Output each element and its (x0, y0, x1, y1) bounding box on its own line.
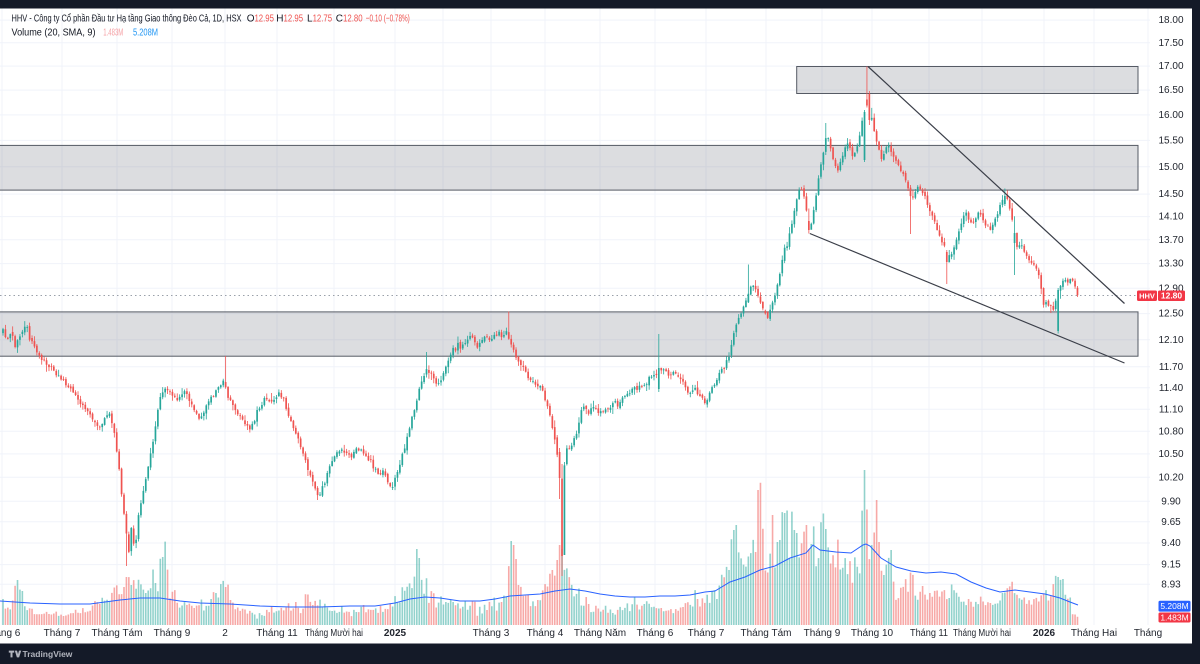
svg-text:Tháng Mười hai: Tháng Mười hai (305, 628, 363, 639)
svg-text:16.00: 16.00 (1158, 110, 1183, 121)
svg-text:TradingView: TradingView (23, 649, 73, 659)
svg-text:11.40: 11.40 (1159, 383, 1184, 394)
svg-text:Tháng: Tháng (1134, 628, 1162, 639)
svg-text:Tháng 11: Tháng 11 (910, 628, 948, 639)
svg-text:9.40: 9.40 (1161, 538, 1181, 549)
svg-text:12.50: 12.50 (1158, 309, 1183, 320)
svg-text:15.00: 15.00 (1158, 162, 1183, 173)
svg-text:Tháng 4: Tháng 4 (527, 628, 564, 639)
svg-text:12.90: 12.90 (1158, 283, 1183, 294)
svg-text:9.90: 9.90 (1161, 496, 1181, 507)
svg-text:Volume (20, SMA, 9): Volume (20, SMA, 9) (12, 28, 96, 39)
svg-text:Tháng Tám: Tháng Tám (92, 628, 143, 639)
svg-text:Tháng 3: Tháng 3 (473, 628, 510, 639)
svg-text:Tháng Hai: Tháng Hai (1071, 628, 1117, 639)
svg-text:Tháng 9: Tháng 9 (154, 628, 191, 639)
svg-text:Tháng 10: Tháng 10 (851, 628, 894, 639)
svg-text:HHV: HHV (1139, 291, 1155, 300)
svg-text:Tháng Mười hai: Tháng Mười hai (953, 628, 1011, 639)
svg-text:Tháng 11: Tháng 11 (256, 628, 298, 639)
svg-text:12.10: 12.10 (1158, 335, 1183, 346)
svg-text:Tháng 7: Tháng 7 (688, 628, 725, 639)
svg-text:2025: 2025 (384, 628, 407, 639)
svg-text:14.10: 14.10 (1158, 212, 1183, 223)
svg-text:1.483M: 1.483M (103, 28, 123, 39)
svg-text:17.50: 17.50 (1158, 38, 1183, 49)
svg-text:5.208M: 5.208M (133, 28, 158, 39)
svg-text:2026: 2026 (1033, 628, 1056, 639)
svg-text:2: 2 (222, 628, 228, 639)
svg-text:9.15: 9.15 (1161, 560, 1181, 571)
svg-text:13.70: 13.70 (1158, 235, 1183, 246)
svg-text:18.00: 18.00 (1158, 15, 1183, 26)
svg-text:9.65: 9.65 (1161, 517, 1181, 528)
svg-text:8.93: 8.93 (1161, 579, 1181, 590)
svg-text:11.10: 11.10 (1159, 404, 1184, 415)
svg-text:14.50: 14.50 (1158, 189, 1183, 200)
svg-text:Tháng 9: Tháng 9 (804, 628, 841, 639)
svg-text:Tháng Năm: Tháng Năm (574, 628, 626, 639)
svg-text:10.50: 10.50 (1158, 449, 1183, 460)
svg-text:10.20: 10.20 (1158, 472, 1183, 483)
svg-text:1.483M: 1.483M (1160, 612, 1188, 622)
svg-text:16.50: 16.50 (1158, 85, 1183, 96)
svg-text:Tháng 6: Tháng 6 (0, 628, 21, 639)
svg-text:13.30: 13.30 (1158, 259, 1183, 270)
svg-text:11.70: 11.70 (1159, 362, 1184, 373)
svg-text:17.00: 17.00 (1158, 61, 1183, 72)
svg-text:Tháng 6: Tháng 6 (637, 628, 674, 639)
svg-text:10.80: 10.80 (1158, 426, 1183, 437)
svg-text:Tháng 7: Tháng 7 (44, 628, 81, 639)
svg-text:Tháng Tám: Tháng Tám (741, 628, 792, 639)
svg-text:HHV - Công ty Cổ phần Đầu tư H: HHV - Công ty Cổ phần Đầu tư Hạ tầng Gia… (12, 13, 242, 25)
svg-text:12.80: 12.80 (1161, 291, 1183, 301)
svg-text:5.208M: 5.208M (1160, 601, 1188, 611)
svg-text:15.50: 15.50 (1158, 136, 1183, 147)
